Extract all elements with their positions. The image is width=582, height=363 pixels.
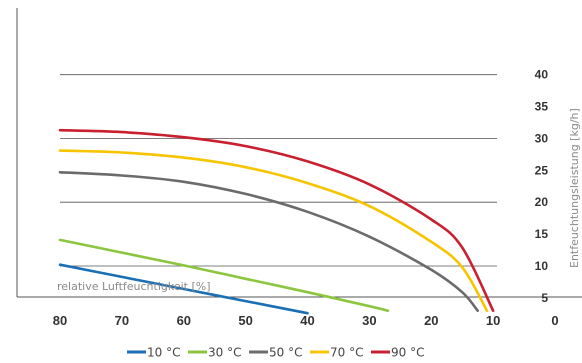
gridlines [60, 74, 497, 267]
x-tick-label: 10 [486, 313, 500, 328]
legend-item: 90 °C [371, 346, 424, 360]
series-line-50c [58, 171, 479, 312]
y-tick-labels: 5 10 15 20 25 30 35 40 [535, 68, 549, 305]
x-tick-label: 60 [177, 313, 191, 328]
y-tick-label: 15 [535, 227, 549, 241]
series-line-90c [58, 128, 495, 312]
y-tick-label: 25 [535, 163, 549, 177]
y-tick-label: 5 [541, 291, 548, 305]
legend-label: 10 °C [147, 346, 180, 360]
legend-label: 90 °C [391, 346, 424, 360]
legend-item: 70 °C [310, 346, 363, 360]
y-tick-label: 35 [535, 100, 549, 114]
legend-item: 30 °C [188, 346, 241, 360]
legend: 10 °C 30 °C 50 °C 70 °C 90 °C [127, 346, 424, 360]
y-tick-label: 40 [535, 68, 549, 82]
legend-label: 50 °C [269, 346, 302, 360]
series-line-70c [58, 149, 489, 312]
x-tick-label: 40 [300, 313, 314, 328]
x-tick-label: 70 [115, 313, 129, 328]
x-tick-label: 80 [53, 313, 67, 328]
series-line-10c [58, 263, 309, 315]
legend-item: 10 °C [127, 346, 180, 360]
series-layer [58, 128, 495, 315]
legend-label: 70 °C [330, 346, 363, 360]
x-tick-label: 30 [362, 313, 376, 328]
y-axis-title: Entfeuchtungsleistung [kg/h] [568, 108, 581, 268]
x-axis-title: relative Luftfeuchtigkeit [%] [57, 280, 211, 293]
y-tick-label: 10 [535, 259, 549, 273]
x-tick-label: 50 [238, 313, 252, 328]
legend-item: 50 °C [249, 346, 302, 360]
x-tick-labels: 80 70 60 50 40 30 20 10 0 [53, 313, 559, 328]
series-line-30c [58, 238, 390, 312]
legend-label: 30 °C [208, 346, 241, 360]
x-tick-label: 20 [424, 313, 438, 328]
y-tick-label: 30 [535, 132, 549, 146]
x-tick-label: 0 [551, 313, 558, 328]
y-tick-label: 20 [535, 195, 549, 209]
